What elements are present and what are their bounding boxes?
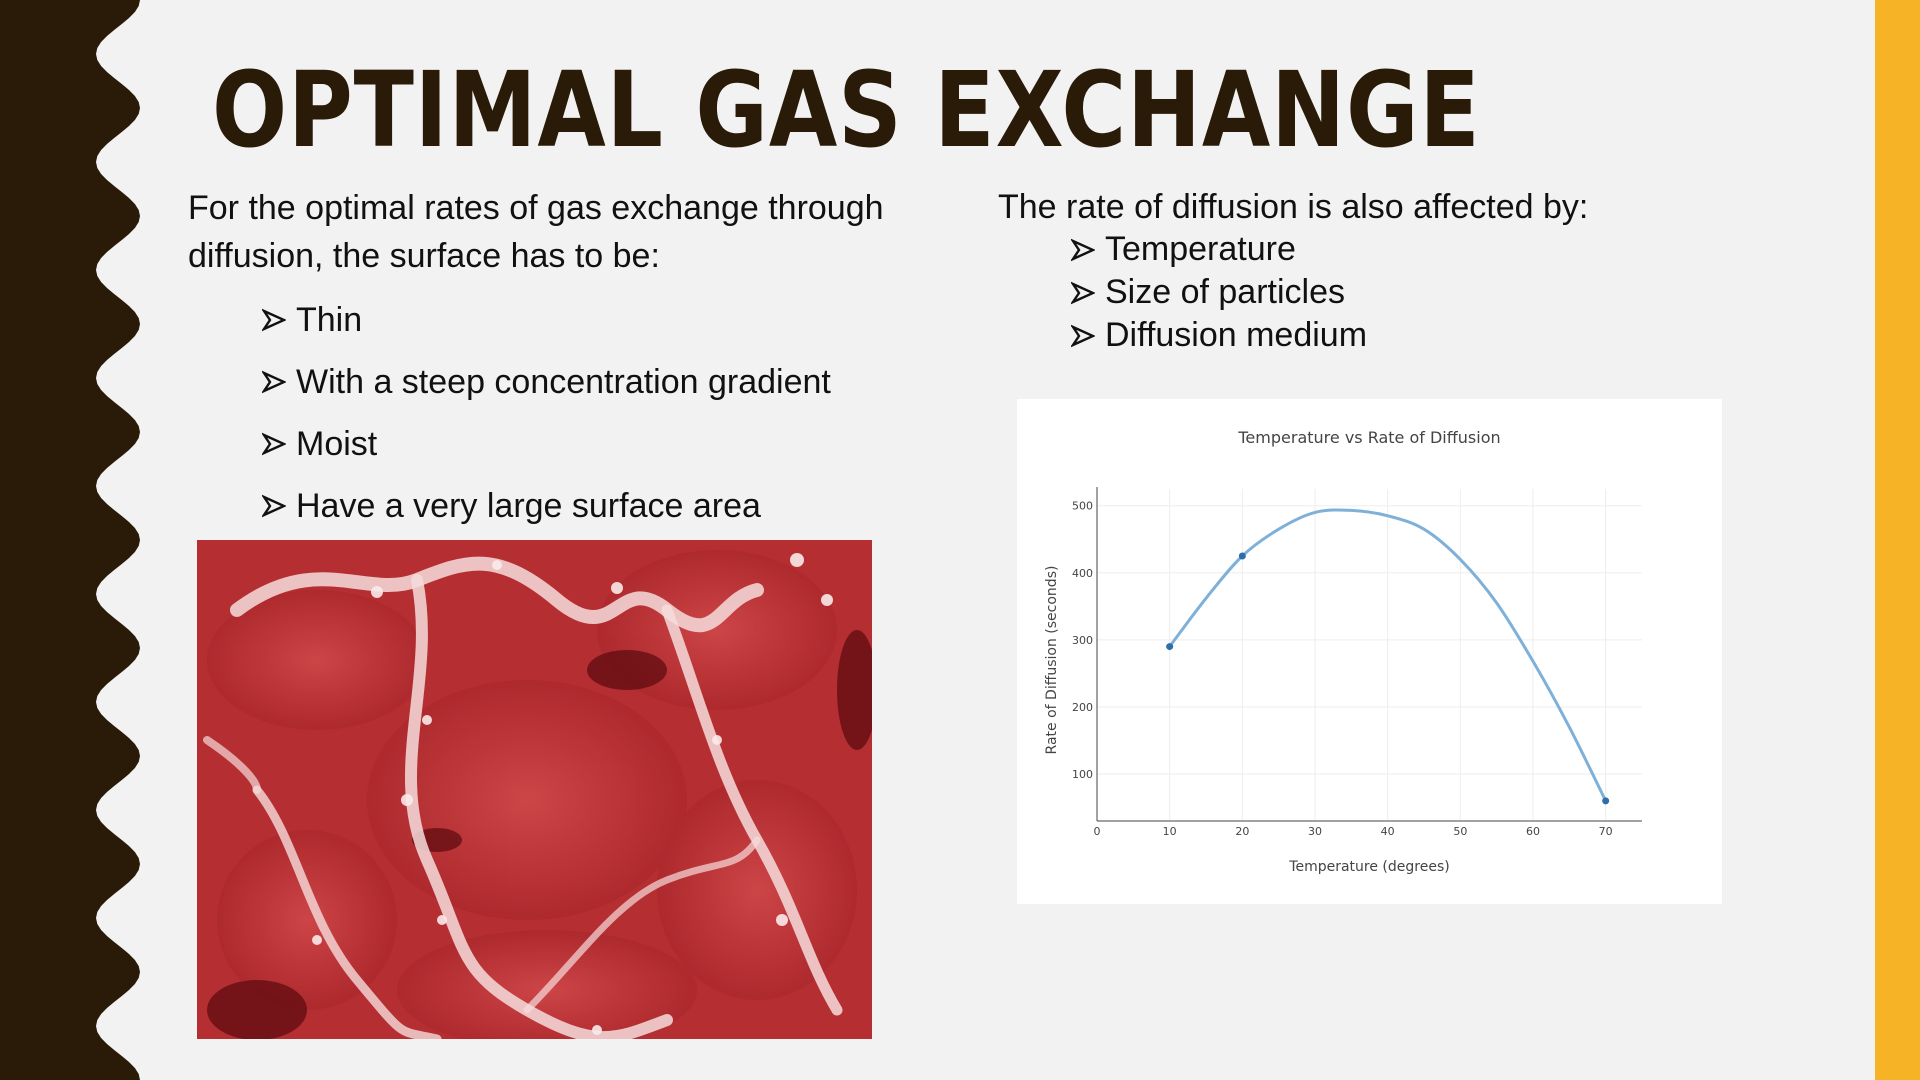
right-bullet-text: Size of particles bbox=[1105, 273, 1345, 311]
left-decorative-band bbox=[0, 0, 140, 1080]
line-chart: 0 10 20 30 40 50 60 70 100 200 300 400 500 Temperatu… bbox=[1044, 428, 1642, 875]
chart-gridlines bbox=[1097, 489, 1642, 821]
x-tick-label: 70 bbox=[1599, 825, 1613, 838]
left-bullet-text: Have a very large surface area bbox=[296, 486, 761, 525]
right-bullet-item: Diffusion medium bbox=[1071, 314, 1367, 357]
data-point bbox=[1602, 797, 1610, 805]
data-point bbox=[1166, 643, 1174, 651]
y-tick-label: 200 bbox=[1072, 701, 1093, 714]
arrowhead-bullet-icon bbox=[262, 494, 296, 518]
x-tick-label: 20 bbox=[1235, 825, 1249, 838]
wavy-border-shape bbox=[0, 0, 140, 1080]
arrowhead-bullet-icon bbox=[262, 308, 296, 332]
left-intro-text: For the optimal rates of gas exchange th… bbox=[188, 189, 884, 275]
chart-title: Temperature vs Rate of Diffusion bbox=[1237, 428, 1500, 447]
left-bullet-text: Moist bbox=[296, 424, 378, 463]
y-tick-label: 300 bbox=[1072, 634, 1093, 647]
x-tick-label: 40 bbox=[1381, 825, 1395, 838]
right-bullet-item: Temperature bbox=[1071, 228, 1367, 271]
chart-series bbox=[1166, 508, 1610, 805]
right-accent-band bbox=[1875, 0, 1920, 1080]
right-bullet-text: Temperature bbox=[1105, 230, 1296, 268]
left-bullet-item: Have a very large surface area bbox=[262, 475, 831, 537]
arrowhead-bullet-icon bbox=[1071, 324, 1105, 348]
chart-axes bbox=[1096, 487, 1642, 822]
y-tick-label: 400 bbox=[1072, 567, 1093, 580]
y-axis-title: Rate of Diffusion (seconds) bbox=[1044, 566, 1060, 755]
right-bullet-list: Temperature Size of particles Diffusion … bbox=[1071, 228, 1367, 357]
slide-title: OPTIMAL GAS EXCHANGE bbox=[212, 49, 1481, 171]
arrowhead-bullet-icon bbox=[262, 432, 296, 456]
micrograph-image bbox=[197, 540, 872, 1039]
arrowhead-bullet-icon bbox=[1071, 238, 1105, 262]
left-bullet-item: Moist bbox=[262, 413, 831, 475]
right-intro-text: The rate of diffusion is also affected b… bbox=[998, 188, 1589, 226]
x-tick-label: 60 bbox=[1526, 825, 1540, 838]
left-bullet-text: With a steep concentration gradient bbox=[296, 362, 831, 401]
y-tick-label: 500 bbox=[1072, 500, 1093, 513]
y-tick-label: 100 bbox=[1072, 768, 1093, 781]
x-tick-label: 10 bbox=[1163, 825, 1177, 838]
right-bullet-item: Size of particles bbox=[1071, 271, 1367, 314]
left-bullet-text: Thin bbox=[296, 300, 363, 339]
chart-tick-labels: 0 10 20 30 40 50 60 70 100 200 300 400 500 bbox=[1072, 500, 1613, 838]
x-tick-label: 50 bbox=[1453, 825, 1467, 838]
left-bullet-list: Thin With a steep concentration gradient… bbox=[262, 289, 831, 537]
x-tick-label: 30 bbox=[1308, 825, 1322, 838]
chart-card: 0 10 20 30 40 50 60 70 100 200 300 400 500 Temperatu… bbox=[1017, 399, 1722, 904]
left-bullet-item: Thin bbox=[262, 289, 831, 351]
right-bullet-text: Diffusion medium bbox=[1105, 316, 1368, 354]
x-axis-title: Temperature (degrees) bbox=[1288, 859, 1449, 875]
arrowhead-bullet-icon bbox=[1071, 281, 1105, 305]
data-point bbox=[1238, 552, 1246, 560]
x-tick-label: 0 bbox=[1094, 825, 1101, 838]
left-bullet-item: With a steep concentration gradient bbox=[262, 351, 831, 413]
arrowhead-bullet-icon bbox=[262, 370, 296, 394]
